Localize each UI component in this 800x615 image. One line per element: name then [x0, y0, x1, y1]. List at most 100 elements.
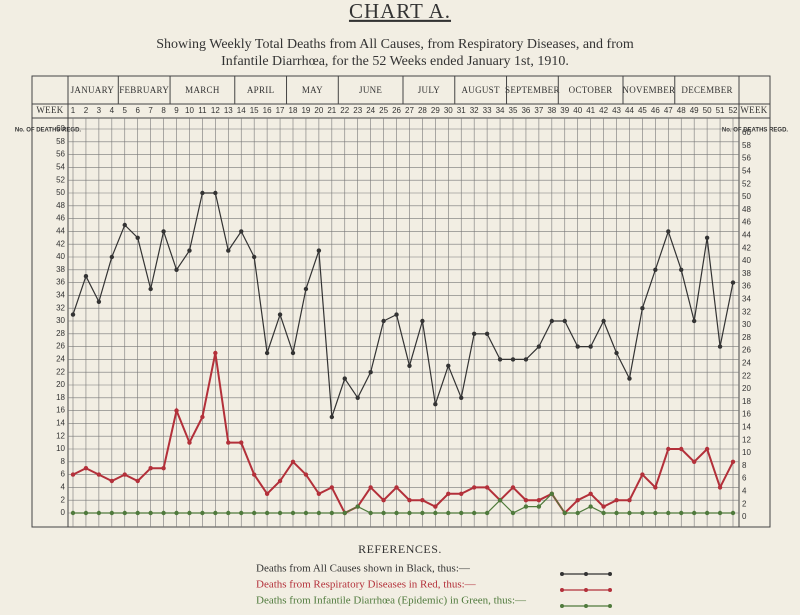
month-label: JANUARY	[71, 85, 115, 95]
point	[420, 510, 425, 516]
point	[187, 248, 192, 253]
x-tick-label: 51	[716, 106, 725, 115]
point	[653, 267, 658, 272]
point	[96, 510, 102, 516]
x-tick-label: 11	[198, 106, 207, 115]
x-tick-label: 6	[135, 106, 140, 115]
point	[471, 510, 477, 516]
point	[704, 235, 710, 240]
legend-swatch	[560, 604, 564, 608]
y-tick-label: 4	[61, 483, 66, 492]
y-tick-label: 58	[56, 137, 65, 146]
month-label: MAY	[302, 85, 323, 95]
subtitle: Showing Weekly Total Deaths from All Cau…	[156, 37, 634, 52]
legend-swatch	[584, 572, 588, 576]
point	[122, 472, 127, 477]
y-label: No. OF DEATHS REGD.	[722, 128, 789, 134]
point	[601, 318, 606, 324]
point	[407, 363, 412, 368]
y-tick-label: 0	[742, 512, 747, 521]
y-label: No. OF DEATHS REGD.	[15, 128, 82, 134]
point	[691, 510, 697, 516]
point	[653, 485, 658, 490]
x-tick-label: 29	[431, 106, 440, 115]
legend-label: Deaths from Infantile Diarrhœa (Epidemic…	[256, 595, 527, 607]
point	[303, 472, 309, 477]
y-tick-label: 24	[56, 355, 65, 364]
legend-swatch	[608, 572, 612, 576]
point	[420, 318, 425, 324]
month-label: SEPTEMBER	[505, 85, 560, 95]
point	[459, 395, 464, 400]
y-tick-label: 0	[61, 508, 66, 517]
point	[627, 498, 632, 503]
y-tick-label: 4	[742, 487, 747, 496]
point	[601, 504, 606, 509]
point	[562, 318, 567, 324]
point	[70, 472, 76, 477]
x-tick-label: 4	[110, 106, 115, 115]
point	[187, 510, 192, 516]
month-label: MARCH	[185, 85, 220, 95]
x-tick-label: 3	[97, 106, 102, 115]
x-tick-label: 35	[509, 106, 518, 115]
x-tick-label: 28	[418, 106, 427, 115]
point	[588, 491, 593, 496]
x-tick-label: 36	[521, 106, 530, 115]
x-tick-label: 50	[703, 106, 712, 115]
y-tick-label: 54	[742, 167, 751, 176]
point	[342, 510, 347, 516]
y-tick-label: 16	[56, 406, 65, 415]
x-tick-label: 5	[123, 106, 128, 115]
point	[290, 459, 296, 464]
point	[135, 235, 140, 240]
point	[200, 414, 205, 420]
x-tick-label: 17	[276, 106, 285, 115]
y-tick-label: 48	[742, 205, 751, 214]
point	[588, 504, 593, 509]
point	[109, 510, 115, 516]
point	[70, 312, 76, 317]
point	[614, 498, 619, 503]
point	[627, 376, 632, 381]
point	[433, 504, 438, 509]
point	[717, 344, 723, 349]
x-tick-label: 49	[690, 106, 699, 115]
y-tick-label: 2	[742, 499, 747, 508]
y-tick-label: 28	[56, 329, 65, 338]
legend-swatch	[608, 588, 612, 592]
y-tick-label: 34	[56, 291, 65, 300]
legend-swatch	[584, 604, 588, 608]
point	[226, 248, 231, 253]
point	[213, 510, 218, 516]
legend-title: REFERENCES.	[358, 542, 442, 556]
y-tick-label: 32	[56, 303, 65, 312]
point	[161, 229, 166, 234]
point	[510, 485, 516, 490]
point	[691, 318, 697, 324]
point	[730, 510, 736, 516]
point	[717, 485, 723, 490]
legend-label: Deaths from All Causes shown in Black, t…	[256, 563, 471, 575]
x-tick-label: 30	[444, 106, 453, 115]
point	[251, 472, 257, 477]
point	[226, 510, 231, 516]
point	[691, 459, 697, 464]
y-tick-label: 36	[56, 278, 65, 287]
legend-swatch	[584, 588, 588, 592]
point	[251, 510, 257, 516]
y-tick-label: 28	[742, 333, 751, 342]
point	[109, 254, 115, 260]
y-tick-label: 12	[56, 431, 65, 440]
y-tick-label: 36	[742, 282, 751, 291]
point	[83, 274, 89, 279]
x-tick-label: 22	[340, 106, 349, 115]
point	[316, 491, 322, 496]
point	[303, 510, 309, 516]
point	[549, 318, 555, 324]
point	[148, 510, 153, 516]
y-tick-label: 44	[56, 227, 65, 236]
month-label: APRIL	[247, 85, 275, 95]
y-tick-label: 46	[56, 214, 65, 223]
point	[161, 510, 166, 516]
